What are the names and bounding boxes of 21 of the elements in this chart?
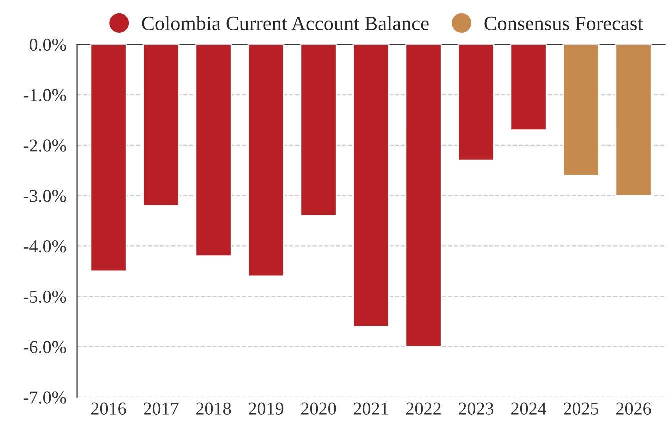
x-tick-label: 2020 — [302, 402, 336, 415]
y-tick-label: -7.0% — [24, 392, 66, 404]
x-tick-label: 2019 — [249, 402, 284, 415]
x-tick-label: 2016 — [92, 402, 126, 415]
legend-label: Consensus Forecast — [484, 16, 644, 30]
y-tick-label: -2.0% — [24, 140, 66, 152]
y-tick-label: -6.0% — [24, 341, 66, 354]
x-tick-label: 2018 — [196, 402, 232, 415]
x-tick-label: 2022 — [406, 402, 441, 415]
x-tick-label: 2026 — [616, 402, 652, 415]
y-tick-label: -5.0% — [24, 290, 66, 304]
x-tick-label: 2025 — [564, 402, 599, 415]
y-tick-label: 0.0% — [30, 38, 66, 52]
legend-label: Colombia Current Account Balance — [142, 16, 429, 30]
x-tick-label: 2024 — [512, 402, 547, 415]
x-tick-label: 2021 — [354, 402, 388, 415]
y-tick-label: -4.0% — [24, 240, 66, 253]
y-tick-label: -1.0% — [24, 89, 66, 102]
x-tick-label: 2023 — [459, 402, 494, 415]
x-tick-label: 2017 — [144, 402, 179, 415]
y-tick-label: -3.0% — [24, 190, 66, 202]
